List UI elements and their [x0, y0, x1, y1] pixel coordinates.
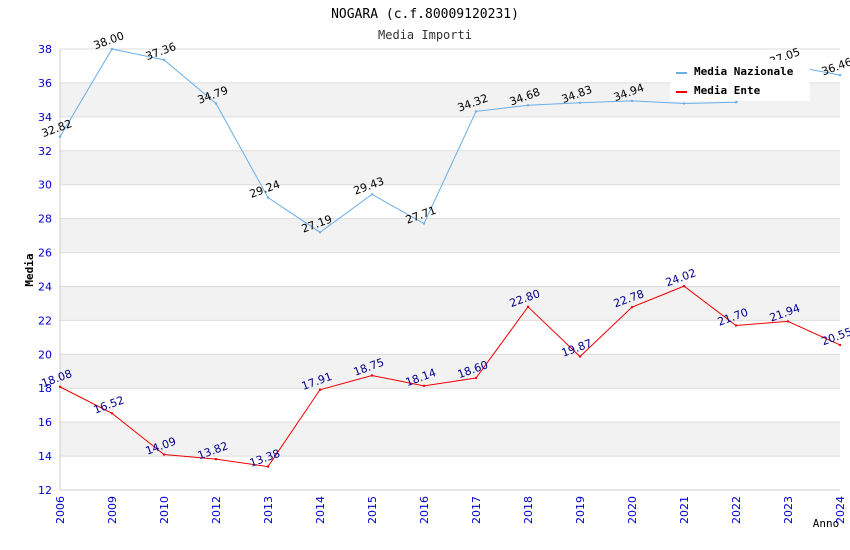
y-tick-label: 26 [38, 247, 52, 260]
data-point-media-nazionale [162, 58, 166, 62]
x-axis-label: Anno [813, 517, 840, 530]
y-tick-label: 22 [38, 314, 52, 327]
data-label-media-ente: 16.52 [92, 394, 126, 417]
y-tick-labels: 12 14 16 18 20 22 24 26 28 30 32 34 36 38 [38, 43, 52, 497]
y-tick-label: 28 [38, 213, 52, 226]
y-tick-label: 16 [38, 416, 52, 429]
legend-label-media-ente: Media Ente [694, 84, 761, 97]
data-point-media-ente [786, 320, 790, 323]
grid-band [60, 422, 840, 457]
x-tick-labels: 2006 2009 2010 2012 2013 2014 2015 2016 2017 2018… [54, 496, 847, 524]
data-point-media-ente [630, 305, 634, 309]
legend-label-media-nazionale: Media Nazionale [694, 65, 794, 78]
x-tick-label: 2017 [470, 496, 483, 524]
chart-title: NOGARA (c.f.80009120231) [331, 7, 519, 22]
data-point-media-nazionale [630, 99, 634, 103]
x-tick-label: 2023 [782, 496, 795, 524]
data-point-media-ente [422, 384, 426, 388]
y-axis-label: Media [23, 253, 36, 286]
series-lines [58, 47, 842, 468]
x-tick-label: 2006 [54, 496, 67, 524]
x-tick-label: 2022 [730, 496, 743, 524]
data-point-media-ente [370, 374, 374, 377]
y-tick-label: 30 [38, 179, 52, 192]
x-tick-label: 2021 [678, 496, 691, 524]
data-point-media-ente [214, 457, 218, 461]
data-point-media-ente [526, 305, 530, 309]
data-point-media-nazionale [214, 102, 218, 105]
legend-box [670, 60, 810, 101]
data-point-media-nazionale [526, 104, 530, 107]
x-tick-label: 2014 [314, 496, 327, 524]
data-point-media-nazionale [838, 73, 842, 77]
series-line-media-ente [59, 285, 841, 468]
data-point-media-ente [266, 465, 270, 468]
grid-band [60, 218, 840, 253]
data-point-media-nazionale [110, 47, 114, 51]
x-tick-label: 2019 [574, 496, 587, 524]
data-point-media-ente [474, 376, 478, 380]
data-point-media-ente [682, 284, 686, 288]
data-point-media-nazionale [266, 196, 270, 199]
axes [59, 49, 840, 491]
data-label-media-nazionale: 36.46 [820, 55, 850, 78]
data-point-media-nazionale [422, 222, 426, 225]
data-point-media-nazionale [734, 101, 738, 104]
x-tick-label: 2016 [418, 496, 431, 524]
data-label-media-ente: 24.02 [664, 266, 698, 289]
y-tick-label: 14 [38, 450, 52, 463]
grid-band [60, 354, 840, 389]
data-point-media-nazionale [58, 135, 62, 139]
x-tick-label: 2015 [366, 496, 379, 524]
data-point-media-ente [318, 388, 322, 391]
x-tick-label: 2010 [158, 496, 171, 524]
series-line-media-nazionale [59, 48, 841, 233]
y-tick-label: 24 [38, 280, 52, 293]
y-tick-label: 38 [38, 43, 52, 56]
data-point-media-ente [58, 385, 62, 389]
y-tick-label: 12 [38, 484, 52, 497]
data-point-media-ente [578, 355, 582, 358]
chart-subtitle: Media Importi [378, 28, 472, 42]
y-tick-label: 34 [38, 111, 52, 124]
y-tick-label: 36 [38, 77, 52, 90]
data-point-media-ente [110, 412, 114, 415]
grid-band [60, 286, 840, 321]
x-tick-label: 2012 [210, 496, 223, 524]
data-point-media-nazionale [370, 193, 374, 196]
x-tick-label: 2009 [106, 496, 119, 524]
data-point-media-nazionale [474, 110, 478, 113]
x-tick-label: 2018 [522, 496, 535, 524]
y-tick-label: 32 [38, 145, 52, 158]
x-tick-label: 2013 [262, 496, 275, 524]
grid-bands [60, 82, 840, 457]
data-point-media-ente [162, 453, 166, 456]
y-tick-label: 20 [38, 348, 52, 361]
data-point-media-ente [838, 343, 842, 347]
data-label-media-ente: 20.55 [820, 325, 850, 348]
data-point-media-ente [734, 324, 738, 327]
x-tick-label: 2024 [834, 496, 847, 524]
y-tick-label: 18 [38, 382, 52, 395]
data-point-media-nazionale [578, 101, 582, 104]
data-point-media-nazionale [682, 102, 686, 105]
data-point-media-nazionale [318, 231, 322, 234]
legend: Media Nazionale Media Ente [670, 60, 810, 101]
x-tick-label: 2020 [626, 496, 639, 524]
